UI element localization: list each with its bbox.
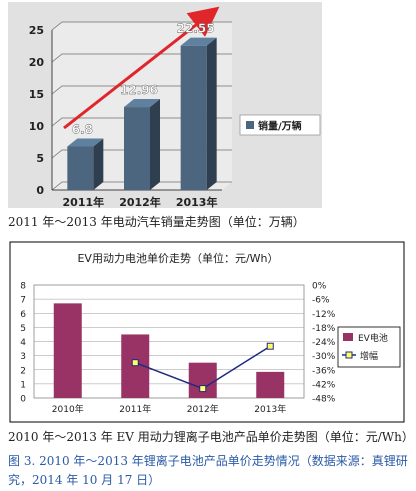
- battery-legend: EV电池 增幅: [337, 326, 401, 368]
- sales-chart-caption: 2011 年～2013 年电动汽车销量走势图（单位：万辆）: [8, 215, 305, 229]
- battery-legend-bar-swatch: [343, 333, 353, 341]
- battery-price-bar: [256, 371, 285, 398]
- sales-bar: [67, 146, 94, 190]
- sales-legend-box: [239, 114, 321, 136]
- battery-right-tick-label: -48%: [312, 395, 336, 405]
- battery-x-tick-label: 2013年: [254, 403, 286, 415]
- battery-left-tick-label: 2: [20, 366, 26, 376]
- sales-gridline: [51, 85, 232, 95]
- sales-legend: 销量/万辆: [239, 114, 321, 136]
- sales-y-tick-label: 10: [29, 120, 45, 133]
- sales-bar: [180, 45, 207, 191]
- battery-left-tick-label: 5: [20, 324, 26, 334]
- battery-right-tick-label: 0%: [312, 282, 327, 292]
- battery-left-tick-label: 1: [20, 380, 26, 390]
- battery-left-tick-label: 7: [20, 296, 26, 306]
- sales-y-tick-label: 5: [36, 152, 44, 165]
- battery-growth-point: [266, 342, 274, 350]
- battery-right-tick-label: -36%: [312, 366, 336, 376]
- sales-gridline: [51, 53, 232, 63]
- battery-legend-line-label: 增幅: [360, 350, 378, 362]
- sales-value-label: 22.55: [177, 22, 215, 36]
- battery-x-tick-label: 2011年: [119, 403, 151, 415]
- battery-right-tick-label: -24%: [312, 338, 336, 348]
- growth-arrow: [63, 6, 220, 130]
- sales-bars: [67, 37, 217, 191]
- sales-bar-side: [150, 99, 160, 190]
- sales-x-tick-label: 2012年: [119, 195, 161, 209]
- battery-left-tick-label: 3: [20, 352, 26, 362]
- battery-x-tick-label: 2010年: [52, 403, 84, 415]
- figure-caption: 图 3. 2010 年～2013 年锂离子电池产品单价走势情况（数据来源：真锂研…: [8, 454, 408, 487]
- sales-gridline: [51, 117, 232, 127]
- battery-growth-point: [199, 385, 207, 393]
- sales-bar-top: [180, 37, 217, 46]
- sales-gridlines: [51, 21, 232, 191]
- sales-bar-top: [67, 138, 104, 147]
- sales-value-label: 6.8: [72, 122, 93, 136]
- sales-value-label: 12.96: [120, 83, 158, 97]
- sales-value-labels: 6.8 12.96 22.55: [72, 21, 215, 136]
- sales-gridline: [51, 21, 232, 31]
- sales-y-tick-label: 25: [29, 24, 44, 37]
- battery-price-bar: [53, 303, 82, 398]
- battery-right-tick-label: -30%: [312, 352, 336, 362]
- sales-bar-side: [93, 138, 104, 190]
- battery-x-axis: 2010年 2011年 2012年 2013年: [52, 403, 286, 415]
- sales-gridline: [51, 181, 232, 191]
- sales-y-tick-label: 20: [29, 56, 45, 69]
- sales-bar-side: [206, 37, 217, 191]
- sales-legend-swatch: [246, 121, 254, 129]
- battery-chart-caption: 2010 年～2013 年 EV 用动力锂离子电池产品单价走势图（单位：元/Wh…: [8, 430, 414, 444]
- sales-y-tick-label: 15: [29, 88, 44, 101]
- battery-chart-title: EV用动力电池单价走势（单位：元/Wh）: [77, 251, 278, 265]
- battery-bars: [53, 303, 285, 398]
- battery-right-tick-label: -42%: [312, 380, 336, 390]
- battery-x-tick-label: 2012年: [187, 403, 219, 415]
- battery-left-axis: 0 1 2 3 4 5 6 7 8: [20, 282, 26, 405]
- sales-x-tick-label: 2011年: [63, 195, 105, 209]
- battery-left-tick-label: 0: [20, 395, 26, 405]
- battery-right-axis: 0% -6% -12% -18% -24% -30% -36% -42% -48%: [312, 282, 336, 405]
- battery-price-chart: EV用动力电池单价走势（单位：元/Wh） 0 1 2 3 4 5 6 7 8 0% -6% -12%…: [9, 241, 405, 423]
- battery-growth-line: [131, 342, 274, 393]
- battery-left-tick-label: 6: [20, 310, 26, 320]
- sales-bar: [124, 107, 150, 190]
- sales-chart: 0 5 10 15 20 25 2011年 2012年 2013年 6.8 12.96 22.55…: [8, 2, 322, 209]
- battery-legend-bar-label: EV电池: [358, 332, 388, 344]
- battery-legend-marker: [345, 351, 353, 359]
- battery-right-tick-label: -18%: [312, 324, 336, 334]
- sales-gridline: [51, 149, 232, 159]
- battery-left-tick-label: 8: [20, 282, 26, 292]
- sales-x-tick-label: 2013年: [176, 195, 218, 209]
- sales-y-tick-label: 0: [36, 184, 44, 197]
- battery-right-tick-label: -6%: [312, 296, 330, 306]
- sales-y-axis: 0 5 10 15 20 25: [29, 24, 222, 197]
- sales-legend-label: 销量/万辆: [258, 120, 302, 133]
- battery-left-tick-label: 4: [20, 338, 26, 348]
- battery-growth-point: [131, 359, 139, 367]
- sales-bar-top: [124, 99, 160, 108]
- battery-price-bar: [188, 362, 217, 398]
- battery-right-tick-label: -12%: [312, 310, 336, 320]
- sales-x-axis: 2011年 2012年 2013年: [63, 195, 218, 209]
